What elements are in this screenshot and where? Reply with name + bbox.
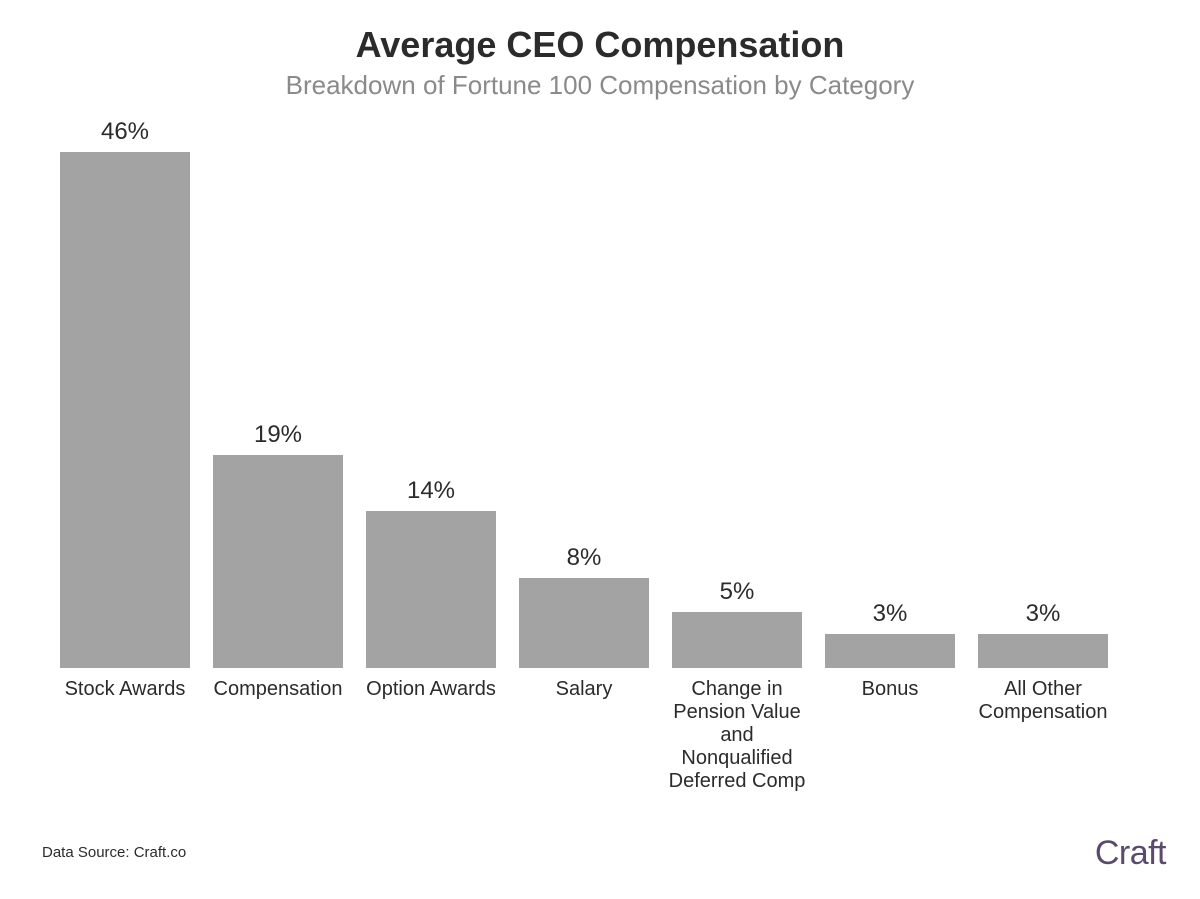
bar xyxy=(60,152,190,668)
bar-value-label: 8% xyxy=(567,544,602,572)
bar-value-label: 3% xyxy=(1026,600,1061,628)
bar-value-label: 19% xyxy=(254,421,302,449)
bar xyxy=(213,455,343,668)
bar xyxy=(672,612,802,668)
x-axis-label: Salary xyxy=(511,678,657,701)
bar-value-label: 46% xyxy=(101,118,149,146)
bar-group: 46% xyxy=(60,118,190,668)
bar xyxy=(366,511,496,668)
data-source-text: Data Source: Craft.co xyxy=(42,844,186,861)
bar xyxy=(519,578,649,668)
bar-value-label: 3% xyxy=(873,600,908,628)
bar-value-label: 14% xyxy=(407,477,455,505)
x-axis-labels: Stock AwardsCompensationOption AwardsSal… xyxy=(60,678,1108,848)
bar-group: 3% xyxy=(825,600,955,668)
chart-title: Average CEO Compensation xyxy=(0,24,1200,66)
bar xyxy=(825,634,955,668)
chart-plot-area: 46% 19% 14% 8% 5% 3% 3% xyxy=(60,118,1108,668)
bar-value-label: 5% xyxy=(720,578,755,606)
bar xyxy=(978,634,1108,668)
x-axis-label: Stock Awards xyxy=(52,678,198,701)
bar-group: 14% xyxy=(366,477,496,668)
chart-container: Average CEO Compensation Breakdown of Fo… xyxy=(0,0,1200,899)
x-axis-label: Compensation xyxy=(205,678,351,701)
bar-group: 3% xyxy=(978,600,1108,668)
bar-group: 19% xyxy=(213,421,343,668)
craft-logo: Craft xyxy=(1095,834,1166,873)
x-axis-label: Change in Pension Value and Nonqualified… xyxy=(664,678,810,793)
x-axis-label: All Other Compensation xyxy=(970,678,1116,724)
bar-group: 5% xyxy=(672,578,802,668)
bar-group: 8% xyxy=(519,544,649,668)
x-axis-label: Bonus xyxy=(817,678,963,701)
chart-subtitle: Breakdown of Fortune 100 Compensation by… xyxy=(0,70,1200,101)
x-axis-label: Option Awards xyxy=(358,678,504,701)
